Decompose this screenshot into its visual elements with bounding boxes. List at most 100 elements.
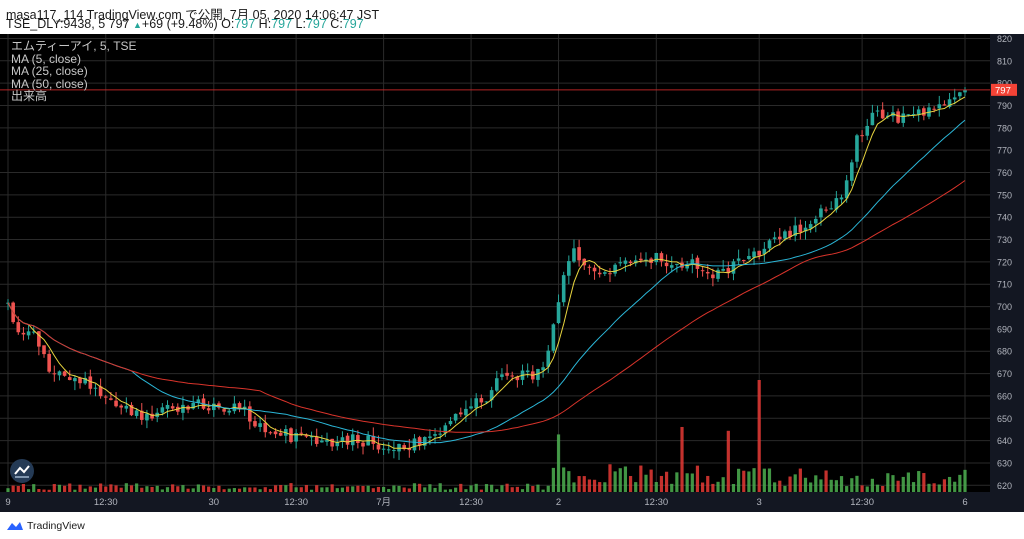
legend-title[interactable]: エムティーアイ, 5, TSE (11, 39, 137, 53)
candle-body (952, 97, 957, 100)
candle-body (78, 377, 82, 384)
candle-body (947, 99, 952, 107)
volume-bar (803, 477, 808, 492)
legend-ma50[interactable]: MA (50, close) (11, 76, 88, 91)
candle-body (170, 406, 175, 409)
candle-body (664, 262, 669, 267)
open-label: O: (221, 17, 235, 31)
volume-bar (196, 484, 200, 492)
candle-body (572, 248, 576, 262)
volume-bar (340, 487, 345, 492)
volume-bar (505, 483, 509, 492)
volume-bar (917, 471, 921, 492)
candle-body (191, 402, 196, 409)
volume-bar (268, 489, 273, 492)
candle-body (896, 111, 900, 123)
volume-bar (623, 466, 628, 492)
volume-bar (78, 484, 82, 492)
volume-bar (320, 487, 324, 492)
volume-bar (829, 479, 833, 492)
candle-body (798, 224, 803, 233)
volume-bar (556, 434, 561, 492)
price-tick-label: 820 (997, 34, 1012, 44)
volume-bar (83, 488, 87, 492)
candle-body (613, 264, 617, 274)
plot-background (0, 34, 990, 492)
candle-body (268, 432, 273, 434)
volume-bar (546, 485, 550, 492)
candle-body (412, 438, 417, 451)
volume-bar (397, 485, 401, 492)
price-chart[interactable]: 6206306406506606706806907007107207307407… (0, 34, 1024, 512)
volume-bar (201, 485, 206, 492)
volume-bar (309, 489, 314, 492)
candle-body (721, 268, 725, 271)
volume-bar (695, 465, 700, 492)
candle-body (546, 350, 551, 367)
volume-bar (700, 482, 705, 492)
candle-body (777, 236, 782, 240)
volume-bar (68, 483, 72, 492)
candle-body (762, 248, 767, 255)
volume-bar (258, 489, 262, 492)
legend-ma5[interactable]: MA (5, close) (11, 51, 82, 66)
volume-bar (42, 489, 46, 492)
volume-bar (315, 485, 319, 492)
volume-bar (896, 480, 900, 492)
volume-bar (592, 479, 597, 492)
volume-bar (886, 473, 890, 492)
candle-body (181, 404, 185, 413)
price-tick-label: 670 (997, 369, 1012, 379)
candle-body (330, 438, 334, 447)
volume-bar (875, 484, 880, 492)
price-tick-label: 640 (997, 436, 1012, 446)
volume-bar (675, 472, 679, 492)
candle-body (83, 377, 87, 384)
volume-bar (129, 485, 134, 492)
tradingview-footer[interactable]: TradingView (6, 518, 85, 534)
candle-body (206, 408, 211, 411)
legend-ma25[interactable]: MA (25, close) (11, 64, 88, 79)
chart-area[interactable]: 620 630 640 650 660 670 680 690 700 710 720 730 740 7… (0, 34, 1024, 512)
candle-body (134, 410, 139, 416)
candle-body (31, 331, 36, 333)
volume-bar (536, 484, 540, 492)
candle-body (150, 413, 154, 419)
volume-bar (222, 489, 226, 492)
ohlc-header: TSE_DLY:9438, 5 797 ▲+69 (+9.48%) O:797 … (6, 17, 364, 31)
volume-bar (690, 473, 694, 492)
legend-volume[interactable]: 出来高 (11, 89, 48, 104)
candle-body (422, 437, 427, 446)
tradingview-badge[interactable] (10, 459, 34, 483)
candle-body (561, 275, 566, 303)
candle-body (525, 370, 530, 373)
volume-bar (922, 473, 926, 492)
volume-bar (37, 489, 41, 492)
price-tick-label: 650 (997, 414, 1012, 424)
volume-bar (839, 476, 844, 492)
volume-bar (165, 487, 170, 492)
volume-bar (454, 487, 458, 492)
candle-body (278, 432, 283, 436)
volume-bar (762, 468, 766, 492)
volume-bar (752, 468, 756, 492)
volume-bar (716, 481, 720, 492)
candle-body (870, 112, 875, 126)
candle-body (592, 267, 597, 272)
time-tick-label: 12:30 (94, 497, 118, 508)
candle-body (567, 261, 571, 276)
candle-body (227, 410, 232, 413)
symbol-label: TSE_DLY:9438, 5 (6, 17, 106, 31)
volume-bar (510, 487, 514, 492)
volume-bar (176, 486, 180, 492)
volume-bar (711, 483, 715, 492)
volume-bar (767, 468, 772, 492)
price-tick-label: 770 (997, 146, 1012, 156)
volume-bar (500, 485, 504, 492)
candle-body (114, 400, 118, 407)
candle-body (139, 410, 144, 420)
volume-bar (171, 484, 175, 492)
volume-bar (207, 486, 211, 492)
price-tick-label: 810 (997, 56, 1012, 66)
volume-bar (881, 485, 885, 492)
